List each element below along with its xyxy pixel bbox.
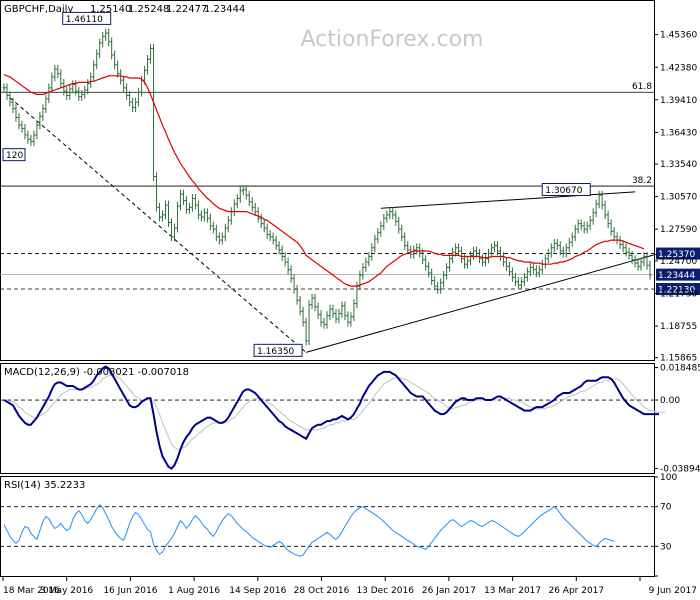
price-tick-label: 1.45360 <box>660 31 697 41</box>
price-levels: 61.8 38.2 1.25370 1.23444 1.22130 <box>0 82 700 296</box>
fib-level-label: 38.2 <box>632 176 652 186</box>
rsi-tick-label: 70 <box>660 503 672 513</box>
date-tick-label: 26 Apr 2017 <box>548 586 604 596</box>
signal-line <box>4 374 665 450</box>
date-tick-label: 9 Jun 2017 <box>649 586 697 596</box>
price-bars <box>2 28 652 346</box>
macd-panel: MACD(12,26,9) -0.008021 -0.007018 0.0184… <box>0 363 700 475</box>
date-tick-label: 1 Aug 2016 <box>168 586 220 596</box>
level-price-box <box>656 283 700 296</box>
trendlines <box>9 97 657 353</box>
level-price-label: 1.23444 <box>658 271 695 281</box>
rsi-line <box>3 503 615 557</box>
level-price-label: 1.25370 <box>658 250 695 260</box>
level-price-label: 1.22130 <box>658 286 695 296</box>
ohlc-open: 1.25140 <box>90 4 131 15</box>
rsi-tick-label: 100 <box>660 473 677 483</box>
falling-dashed-trendline <box>9 97 307 353</box>
price-tick-label: 1.30570 <box>660 193 697 203</box>
watermark: ActionForex.com <box>301 27 484 52</box>
price-annotation-label: 1.30670 <box>545 186 582 196</box>
level-price-box <box>656 268 700 281</box>
moving-average-line <box>3 74 645 287</box>
macd-axis: 0.018485 0.00 -0.038941 <box>654 364 700 475</box>
ohlc-values: 1.25140 1.25248 1.22477 1.23444 <box>90 4 245 15</box>
price-annotation-box <box>62 11 112 25</box>
price-header: GBPCHF,Daily <box>4 4 73 15</box>
macd-tick-label: -0.038941 <box>660 465 700 475</box>
moving-average <box>3 74 645 287</box>
rsi-panel: RSI(14) 35.2233 100 70 30 <box>0 473 677 577</box>
price-tick-label: 1.36430 <box>660 128 697 138</box>
price-annotation-box <box>253 343 303 357</box>
rsi-header: RSI(14) 35.2233 <box>4 480 85 491</box>
price-annotation-label: 1.46110 <box>66 15 103 25</box>
price-tick-label: 1.33540 <box>660 160 697 170</box>
ohlc-close: 1.23444 <box>204 4 245 15</box>
macd-tick-label: 0.00 <box>660 396 680 406</box>
date-tick-label: 13 Mar 2017 <box>484 586 541 596</box>
rsi-lines <box>0 503 654 557</box>
price-annotation-box <box>541 183 591 197</box>
date-tick-label: 3 May 2016 <box>40 586 93 596</box>
rsi-axis: 100 70 30 <box>654 473 677 577</box>
macd-line <box>3 365 659 470</box>
rising-support-trendline <box>305 253 657 353</box>
macd-lines <box>0 365 665 470</box>
level-price-box <box>656 247 700 260</box>
price-tick-label: 1.42380 <box>660 63 697 73</box>
date-tick-label: 16 Jun 2016 <box>103 586 157 596</box>
macd-tick-label: 0.018485 <box>660 364 700 374</box>
date-tick-label: 28 Oct 2016 <box>294 586 350 596</box>
date-tick-label: 14 Sep 2016 <box>229 586 286 596</box>
rsi-tick-label: 30 <box>660 542 672 552</box>
price-annotations: 1.46110 120 1.16350 1.30670 <box>2 11 591 357</box>
price-tick-label: 1.18755 <box>660 322 697 332</box>
date-tick-label: 26 Jan 2017 <box>422 586 476 596</box>
price-tick-label: 1.15865 <box>660 354 697 364</box>
date-tick-label: 18 Mar 2016 <box>3 586 60 596</box>
ohlc-low: 1.22477 <box>166 4 207 15</box>
price-tick-label: 1.21730 <box>660 289 697 299</box>
price-tick-label: 1.39410 <box>660 96 697 106</box>
price-annotation-label: 120 <box>6 151 23 161</box>
fib-level-label: 61.8 <box>632 82 652 92</box>
price-tick-label: 1.24700 <box>660 257 697 267</box>
price-annotation-box <box>2 148 26 162</box>
price-annotation-label: 1.16350 <box>257 347 294 357</box>
price-tick-label: 1.27590 <box>660 225 697 235</box>
ohlc-high: 1.25248 <box>128 4 169 15</box>
upper-channel-trendline <box>380 191 636 209</box>
macd-header: MACD(12,26,9) -0.008021 -0.007018 <box>4 367 189 378</box>
price-axis: 1.45360 1.42380 1.39410 1.36430 1.33540 1.305… <box>654 31 697 364</box>
price-panel: ActionForex.com GBPCHF,Daily 1.25140 1.2… <box>0 0 700 364</box>
date-tick-label: 13 Dec 2016 <box>356 586 414 596</box>
